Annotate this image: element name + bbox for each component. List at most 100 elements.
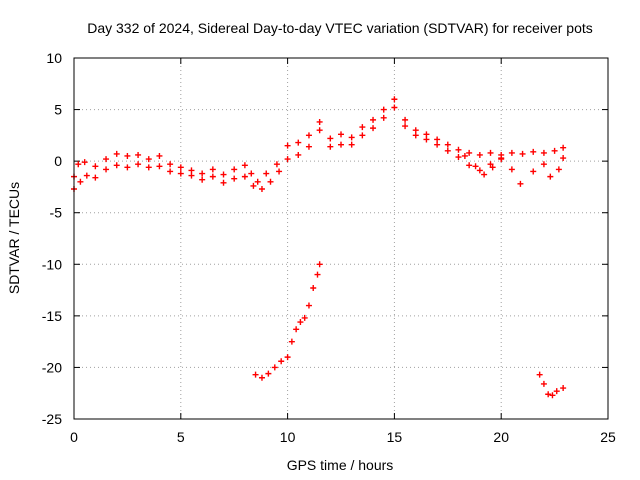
data-point bbox=[284, 142, 291, 149]
x-tick-label: 25 bbox=[600, 429, 616, 445]
data-point bbox=[284, 354, 291, 361]
data-point bbox=[481, 171, 488, 178]
data-point bbox=[310, 285, 317, 292]
data-point bbox=[113, 150, 120, 157]
data-point bbox=[103, 156, 110, 163]
data-point bbox=[167, 161, 174, 168]
data-point bbox=[75, 161, 82, 168]
data-point bbox=[288, 338, 295, 345]
data-point bbox=[380, 114, 387, 121]
x-tick-label: 10 bbox=[280, 429, 296, 445]
data-point bbox=[284, 156, 291, 163]
series-outlier-segment-2 bbox=[536, 371, 567, 399]
x-tick-label: 0 bbox=[70, 429, 78, 445]
data-point bbox=[391, 96, 398, 103]
data-point bbox=[551, 147, 558, 154]
data-point bbox=[540, 161, 547, 168]
data-point bbox=[177, 164, 184, 171]
data-point bbox=[241, 162, 248, 169]
data-point bbox=[402, 116, 409, 123]
data-point bbox=[423, 136, 430, 143]
y-tick-label: -15 bbox=[42, 308, 62, 324]
data-point bbox=[273, 161, 280, 168]
grid-lines bbox=[74, 58, 608, 419]
data-point bbox=[338, 141, 344, 148]
data-point bbox=[83, 172, 90, 179]
data-point bbox=[549, 392, 556, 399]
data-point bbox=[461, 152, 468, 159]
data-point bbox=[455, 154, 462, 161]
data-points bbox=[71, 96, 567, 399]
data-point bbox=[545, 391, 552, 398]
data-point bbox=[412, 132, 419, 139]
series-main-band-lower bbox=[71, 104, 567, 192]
data-point bbox=[241, 173, 248, 180]
data-point bbox=[231, 166, 238, 173]
y-tick-label: 5 bbox=[54, 102, 62, 118]
data-point bbox=[466, 149, 473, 156]
data-point bbox=[434, 136, 441, 143]
data-point bbox=[519, 150, 526, 157]
data-point bbox=[555, 166, 562, 173]
data-point bbox=[540, 380, 547, 387]
data-point bbox=[254, 178, 261, 185]
data-point bbox=[209, 173, 216, 180]
chart-title: Day 332 of 2024, Sidereal Day-to-day VTE… bbox=[87, 20, 593, 36]
data-point bbox=[547, 173, 554, 180]
data-point bbox=[297, 319, 304, 326]
data-point bbox=[338, 131, 344, 138]
series-outlier-segment-1 bbox=[252, 261, 323, 381]
data-point bbox=[135, 161, 142, 168]
x-tick-label: 20 bbox=[493, 429, 509, 445]
data-point bbox=[316, 261, 323, 268]
data-point bbox=[508, 166, 515, 173]
data-point bbox=[271, 364, 278, 371]
data-point bbox=[444, 147, 451, 154]
data-point bbox=[278, 358, 285, 365]
data-point bbox=[444, 141, 451, 148]
data-point bbox=[348, 141, 355, 148]
data-point bbox=[540, 149, 547, 156]
data-point bbox=[391, 104, 398, 111]
x-axis-label: GPS time / hours bbox=[287, 457, 394, 473]
y-tick-label: -10 bbox=[42, 256, 62, 272]
data-point bbox=[560, 155, 567, 162]
data-point bbox=[258, 185, 265, 192]
data-point bbox=[265, 370, 272, 377]
data-point bbox=[258, 374, 265, 381]
data-point bbox=[156, 152, 163, 159]
x-tick-label: 5 bbox=[177, 429, 185, 445]
data-point bbox=[487, 149, 494, 156]
y-tick-label: 10 bbox=[46, 50, 62, 66]
plot-frame bbox=[73, 57, 609, 420]
data-point bbox=[252, 371, 259, 378]
data-point bbox=[167, 168, 174, 175]
data-point bbox=[370, 116, 377, 123]
data-point bbox=[199, 170, 206, 177]
data-point bbox=[327, 143, 334, 150]
data-point bbox=[145, 156, 152, 163]
data-point bbox=[489, 164, 496, 171]
data-point bbox=[423, 131, 430, 138]
data-point bbox=[305, 132, 312, 139]
data-point bbox=[553, 388, 560, 395]
data-point bbox=[199, 176, 206, 183]
data-point bbox=[402, 123, 409, 130]
data-point bbox=[455, 146, 462, 153]
data-point bbox=[103, 166, 110, 173]
data-point bbox=[156, 163, 163, 170]
data-point bbox=[250, 182, 257, 189]
data-point bbox=[293, 326, 300, 333]
data-point bbox=[517, 180, 524, 187]
data-point bbox=[380, 106, 387, 113]
data-point bbox=[248, 170, 255, 177]
data-point bbox=[487, 161, 494, 168]
data-point bbox=[359, 132, 366, 139]
data-point bbox=[508, 149, 515, 156]
data-point bbox=[359, 124, 366, 131]
data-point bbox=[370, 125, 377, 132]
data-point bbox=[348, 134, 355, 141]
data-point bbox=[113, 162, 120, 169]
data-point bbox=[209, 166, 216, 173]
data-point bbox=[77, 178, 84, 185]
